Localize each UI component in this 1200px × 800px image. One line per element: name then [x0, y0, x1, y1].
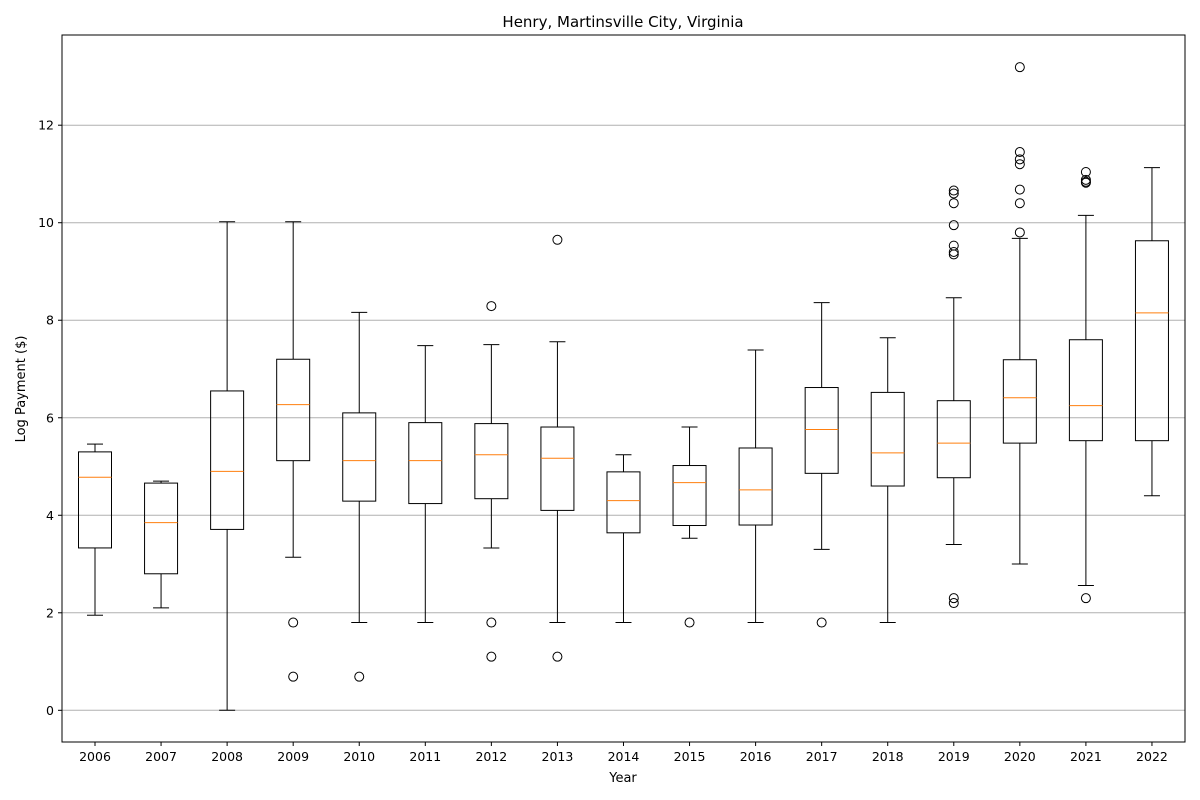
box-2007: [144, 480, 179, 609]
x-axis-label: Year: [608, 771, 637, 786]
outlier-point: [1014, 227, 1025, 238]
outlier-point: [1080, 177, 1091, 188]
x-tick-label: 2010: [343, 749, 375, 764]
x-tick-label: 2014: [608, 749, 640, 764]
y-tick-label: 12: [38, 118, 54, 133]
outlier-point: [1080, 167, 1091, 178]
outlier-point: [816, 617, 827, 628]
outlier-point: [948, 198, 959, 209]
x-tick-label: 2020: [1004, 749, 1036, 764]
box-plots: [78, 62, 1169, 711]
outlier-point: [948, 598, 959, 609]
y-tick-label: 8: [46, 313, 54, 328]
box-iqr: [738, 447, 773, 526]
outlier-point: [288, 617, 299, 628]
y-axis-label: Log Payment ($): [14, 336, 29, 443]
chart-title: Henry, Martinsville City, Virginia: [502, 13, 743, 31]
y-tick-label: 6: [46, 410, 54, 425]
outlier-point: [948, 188, 959, 199]
outlier-point: [1014, 184, 1025, 195]
box-iqr: [1134, 240, 1169, 442]
outlier-point: [1014, 154, 1025, 165]
box-2013: [540, 234, 575, 662]
outlier-point: [552, 651, 563, 662]
box-2018: [870, 337, 905, 624]
y-tick-label: 10: [38, 215, 54, 230]
box-iqr: [936, 400, 971, 479]
outlier-point: [948, 220, 959, 231]
x-tick-label: 2008: [211, 749, 243, 764]
gridlines: [62, 124, 1185, 711]
box-iqr: [408, 422, 443, 505]
y-tick-label: 0: [46, 703, 54, 718]
x-tick-label: 2013: [542, 749, 574, 764]
box-2011: [408, 345, 443, 624]
box-2008: [210, 221, 245, 711]
box-iqr: [144, 482, 179, 575]
outlier-point: [948, 185, 959, 196]
x-tick-label: 2012: [475, 749, 507, 764]
x-tick-label: 2016: [740, 749, 772, 764]
box-2014: [606, 454, 641, 624]
box-2006: [78, 443, 112, 616]
outlier-point: [486, 617, 497, 628]
box-iqr: [210, 390, 245, 530]
box-iqr: [540, 426, 575, 511]
box-iqr: [474, 423, 509, 500]
outlier-point: [1014, 147, 1025, 158]
outlier-point: [1014, 159, 1025, 170]
outlier-point: [552, 234, 563, 245]
box-2016: [738, 349, 773, 624]
box-iqr: [870, 391, 905, 487]
outlier-point: [486, 651, 497, 662]
box-2017: [804, 302, 839, 628]
outlier-point: [486, 301, 497, 312]
box-2021: [1068, 167, 1103, 604]
outlier-point: [1080, 593, 1091, 604]
x-tick-label: 2009: [277, 749, 309, 764]
outlier-point: [948, 593, 959, 604]
y-tick-label: 2: [46, 605, 54, 620]
box-2010: [342, 311, 377, 682]
y-axis-ticks: 0 2 4 6 8 10 12: [38, 118, 62, 718]
y-tick-label: 4: [46, 508, 54, 523]
outlier-point: [1014, 198, 1025, 209]
box-iqr: [606, 471, 641, 534]
x-tick-label: 2022: [1136, 749, 1168, 764]
x-tick-label: 2021: [1070, 749, 1102, 764]
box-2020: [1002, 62, 1037, 565]
box-iqr: [78, 451, 112, 549]
x-tick-label: 2018: [872, 749, 904, 764]
box-iqr: [804, 387, 839, 474]
box-2015: [672, 426, 707, 628]
box-iqr: [342, 412, 377, 502]
box-iqr: [672, 465, 707, 527]
outlier-point: [354, 671, 365, 682]
x-tick-label: 2017: [806, 749, 838, 764]
outlier-point: [948, 249, 959, 260]
x-tick-label: 2011: [409, 749, 441, 764]
outlier-point: [288, 671, 299, 682]
x-axis-ticks: 2006 2007 2008 2009 2010 2011 2012 2013 2014 2015…: [79, 742, 1168, 764]
x-tick-label: 2007: [145, 749, 177, 764]
box-2009: [276, 221, 311, 682]
x-tick-label: 2019: [938, 749, 970, 764]
box-2012: [474, 301, 509, 662]
outlier-point: [1014, 62, 1025, 73]
outlier-point: [684, 617, 695, 628]
x-tick-label: 2015: [674, 749, 706, 764]
x-tick-label: 2006: [79, 749, 111, 764]
box-iqr: [276, 358, 311, 462]
box-2019: [936, 185, 971, 609]
box-2022: [1134, 167, 1169, 497]
box-iqr: [1068, 339, 1103, 442]
box-iqr: [1002, 359, 1037, 444]
outlier-point: [948, 246, 959, 257]
